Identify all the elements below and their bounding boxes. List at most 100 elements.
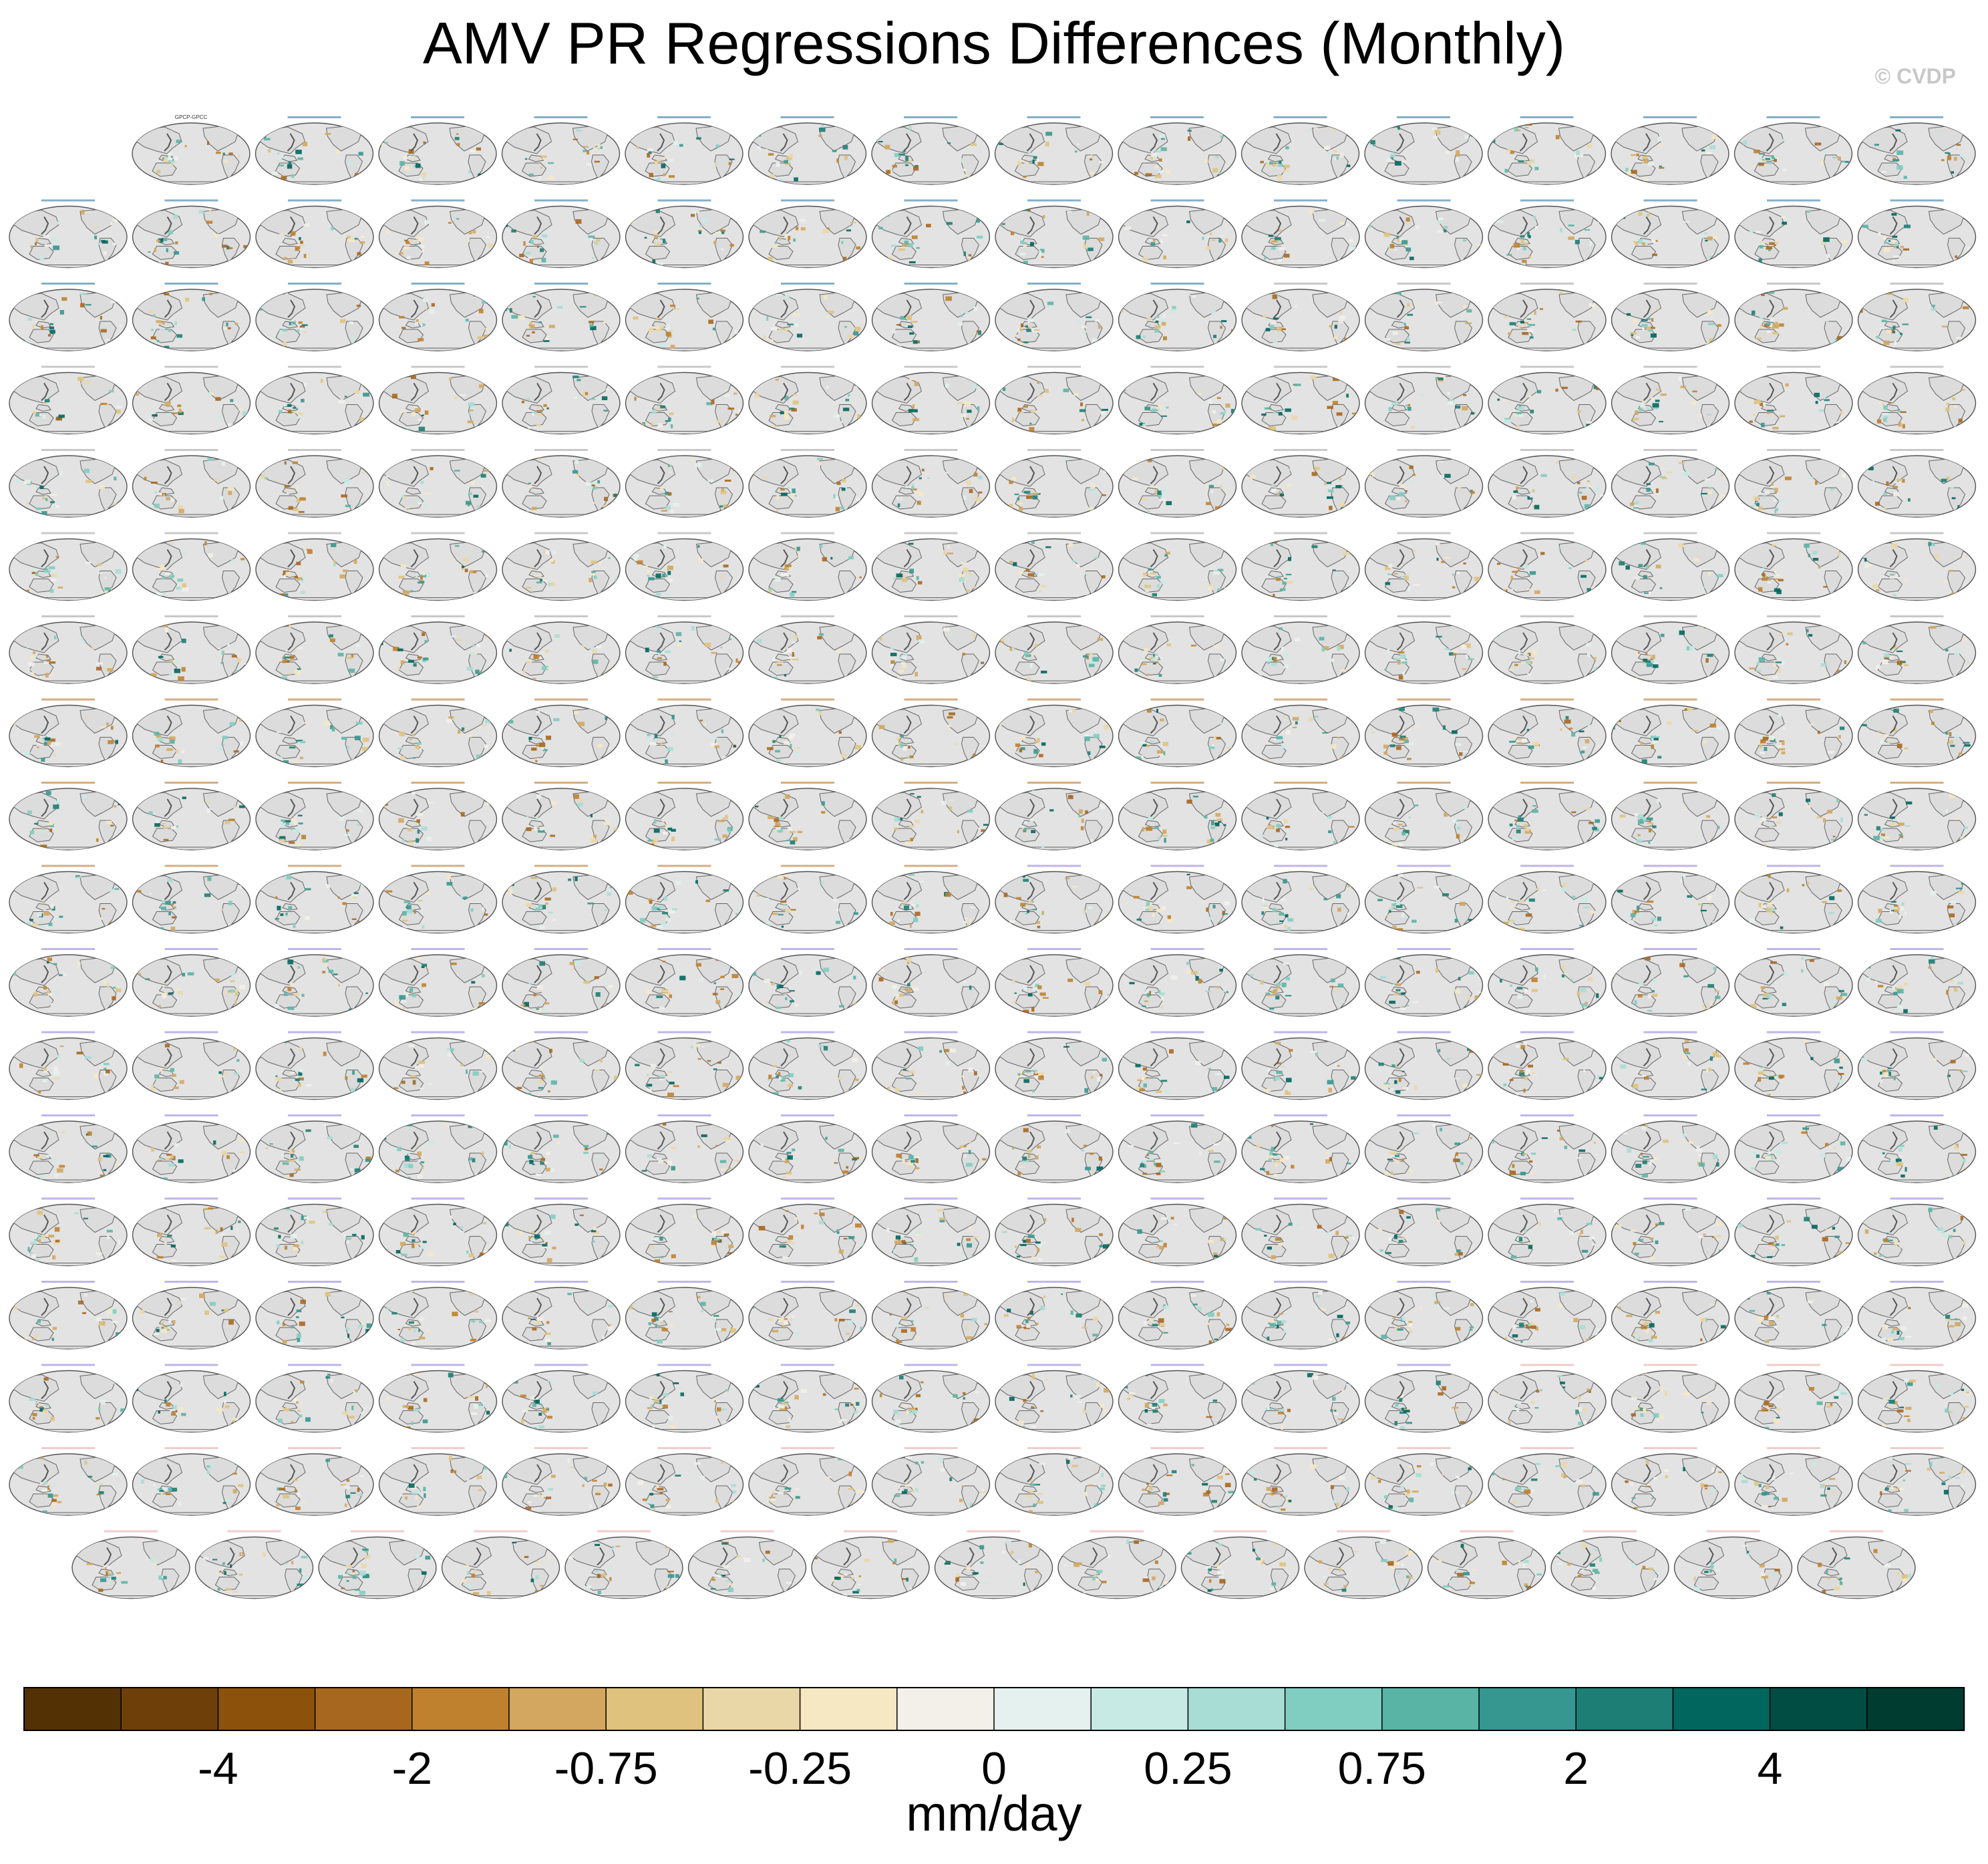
map-panel <box>9 1114 128 1183</box>
map-panel <box>1611 1031 1730 1100</box>
map-panel <box>1118 782 1237 850</box>
map-panel <box>1118 1364 1237 1433</box>
map-panel <box>625 116 743 185</box>
map-panel <box>871 1114 991 1183</box>
map-panel <box>378 948 498 1017</box>
map-panel <box>9 532 128 601</box>
map-panel <box>625 948 744 1017</box>
map-panel <box>748 532 867 601</box>
map-panel <box>748 948 867 1017</box>
colorbar-swatch <box>411 1687 510 1731</box>
map-panel <box>9 449 128 518</box>
map-panel <box>502 865 621 934</box>
map-panel <box>1118 1447 1237 1516</box>
map-panel <box>625 449 744 518</box>
map-panel <box>1364 1364 1484 1433</box>
map-panel <box>1488 365 1607 435</box>
map-panel <box>1241 615 1360 684</box>
map-panel <box>378 698 498 768</box>
map-panel <box>1118 283 1237 351</box>
map-panel <box>9 615 128 684</box>
map-panel <box>871 116 990 185</box>
map-panel <box>378 615 498 684</box>
map-panel <box>1488 449 1607 518</box>
map-panel <box>255 199 374 269</box>
map-panel <box>1118 199 1237 269</box>
map-panel <box>378 1364 498 1433</box>
map-panel <box>1857 615 1977 684</box>
map-panel <box>502 449 621 518</box>
map-panel <box>1118 1197 1237 1267</box>
map-panel <box>871 615 991 684</box>
map-panel <box>378 1031 498 1100</box>
map-panel <box>995 1114 1114 1183</box>
map-panel <box>1857 782 1977 850</box>
map-panel <box>1857 449 1977 518</box>
map-panel <box>1611 948 1730 1017</box>
map-panel <box>9 1364 128 1433</box>
map-panel <box>132 449 251 518</box>
map-panel <box>9 365 128 435</box>
map-panel <box>1364 199 1484 269</box>
map-panel <box>1118 1281 1237 1350</box>
map-panel <box>502 1197 621 1267</box>
map-panel <box>132 1197 251 1267</box>
map-panel <box>1857 1281 1977 1350</box>
map-panel <box>1857 532 1977 601</box>
map-panel <box>1797 1530 1916 1599</box>
map-panel <box>748 782 867 850</box>
map-panel <box>132 532 251 601</box>
map-panel <box>132 1031 251 1100</box>
map-panel <box>1734 948 1853 1017</box>
map-panel <box>1488 283 1607 351</box>
map-panel <box>1364 698 1484 768</box>
map-panel <box>995 782 1114 850</box>
map-panel <box>1857 365 1977 435</box>
map-panel <box>1488 1197 1607 1267</box>
map-panel <box>1734 199 1853 269</box>
map-panel <box>1734 865 1853 934</box>
map-panel <box>9 1281 128 1350</box>
map-panel <box>1734 1447 1853 1516</box>
map-panel <box>1364 365 1484 435</box>
map-panel <box>132 1447 251 1516</box>
map-panel <box>255 698 374 768</box>
map-panel <box>748 449 867 518</box>
map-panel <box>1364 1281 1484 1350</box>
map-panel <box>255 948 374 1017</box>
map-panel <box>871 698 991 768</box>
map-panel <box>1241 1447 1360 1516</box>
map-panel <box>1611 698 1730 768</box>
map-panel <box>1611 782 1730 850</box>
map-panel <box>995 365 1114 435</box>
map-panel <box>1488 948 1607 1017</box>
map-panel <box>1611 1364 1730 1433</box>
map-panel <box>625 1364 744 1433</box>
map-panel <box>1364 116 1483 185</box>
map-panel <box>1118 615 1237 684</box>
map-panel <box>1857 865 1977 934</box>
map-panel <box>995 1197 1114 1267</box>
map-panel <box>132 1364 251 1433</box>
map-panel <box>995 1031 1114 1100</box>
map-panel <box>1241 532 1360 601</box>
map-panel <box>1733 116 1853 185</box>
map-panel <box>1734 1197 1853 1267</box>
map-panel <box>255 532 374 601</box>
map-panel <box>1118 865 1237 934</box>
map-panel <box>255 1197 374 1267</box>
map-panel <box>378 199 498 269</box>
map-panel <box>255 782 374 850</box>
map-panel <box>1488 532 1607 601</box>
map-panel <box>132 1114 251 1183</box>
map-panel <box>1118 365 1237 435</box>
map-panel <box>255 283 374 351</box>
map-panel <box>871 449 991 518</box>
map-panel <box>748 615 867 684</box>
map-panel <box>1550 1530 1669 1599</box>
map-panel <box>378 449 498 518</box>
svg-text:GPCP-GPCC: GPCP-GPCC <box>175 114 208 120</box>
map-panel <box>1857 1197 1977 1267</box>
map-panel <box>687 1530 807 1599</box>
map-panel <box>1673 1530 1793 1599</box>
